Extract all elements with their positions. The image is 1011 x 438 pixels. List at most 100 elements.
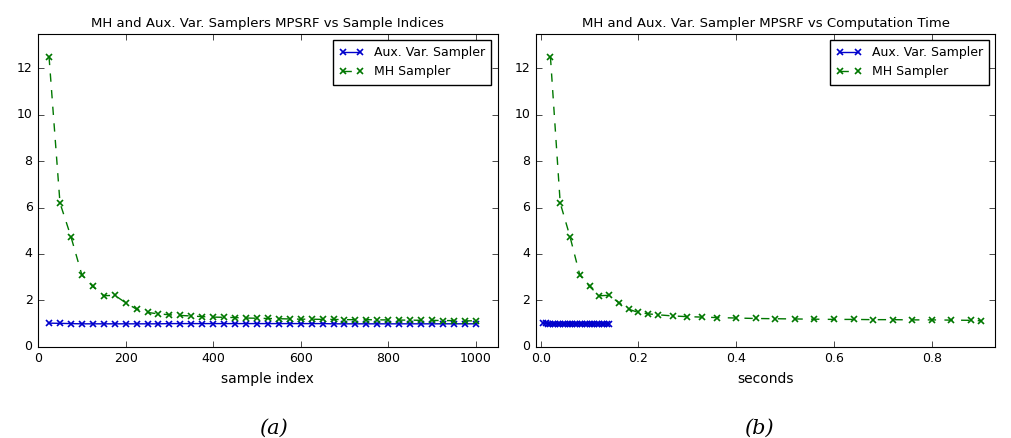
MH Sampler [273, 316, 285, 321]
MH Sampler [710, 315, 722, 320]
MH Sampler [603, 293, 615, 298]
MH Sampler [592, 293, 605, 298]
Aux. Var. Sampler [539, 321, 551, 326]
Aux. Var. Sampler [371, 321, 383, 326]
Aux. Var. Sampler [87, 321, 99, 326]
Aux. Var. Sampler [595, 321, 608, 326]
Aux. Var. Sampler [598, 321, 610, 326]
Aux. Var. Sampler [544, 321, 556, 326]
MH Sampler [119, 300, 131, 305]
MH Sampler [87, 284, 99, 289]
Aux. Var. Sampler [549, 321, 561, 326]
X-axis label: seconds: seconds [737, 372, 793, 386]
Aux. Var. Sampler [551, 321, 563, 326]
Aux. Var. Sampler [546, 321, 558, 326]
Aux. Var. Sampler [403, 321, 416, 326]
Aux. Var. Sampler [392, 321, 404, 326]
X-axis label: sample index: sample index [221, 372, 314, 386]
MH Sampler [108, 293, 120, 298]
Aux. Var. Sampler [437, 321, 449, 326]
Title: MH and Aux. Var. Sampler MPSRF vs Computation Time: MH and Aux. Var. Sampler MPSRF vs Comput… [581, 17, 948, 30]
MH Sampler [76, 272, 88, 278]
MH Sampler [573, 272, 585, 278]
Aux. Var. Sampler [592, 321, 605, 326]
Aux. Var. Sampler [566, 321, 578, 326]
MH Sampler [788, 316, 800, 321]
Aux. Var. Sampler [119, 321, 131, 326]
MH Sampler [217, 315, 229, 320]
Aux. Var. Sampler [558, 321, 570, 326]
MH Sampler [338, 317, 350, 322]
Aux. Var. Sampler [174, 321, 186, 326]
MH Sampler [360, 317, 372, 322]
MH Sampler [866, 317, 879, 322]
Aux. Var. Sampler [603, 321, 615, 326]
MH Sampler [469, 318, 481, 323]
Aux. Var. Sampler [360, 321, 372, 326]
MH Sampler [415, 318, 427, 323]
MH Sampler [98, 293, 110, 298]
Aux. Var. Sampler [338, 321, 350, 326]
MH Sampler [846, 317, 858, 322]
MH Sampler [65, 234, 77, 239]
MH Sampler [944, 318, 956, 323]
MH Sampler [316, 317, 329, 322]
Aux. Var. Sampler [76, 321, 88, 326]
MH Sampler [42, 54, 55, 60]
Aux. Var. Sampler [283, 321, 295, 326]
Aux. Var. Sampler [316, 321, 329, 326]
MH Sampler [251, 316, 263, 321]
Line: MH Sampler: MH Sampler [45, 53, 479, 324]
MH Sampler [448, 318, 460, 323]
MH Sampler [458, 318, 470, 323]
MH Sampler [294, 317, 306, 322]
Aux. Var. Sampler [349, 321, 361, 326]
MH Sampler [768, 316, 780, 321]
Aux. Var. Sampler [580, 321, 592, 326]
MH Sampler [185, 313, 197, 318]
Aux. Var. Sampler [196, 321, 208, 326]
MH Sampler [974, 318, 986, 323]
Aux. Var. Sampler [328, 321, 340, 326]
MH Sampler [228, 315, 241, 320]
MH Sampler [163, 312, 175, 318]
Line: Aux. Var. Sampler: Aux. Var. Sampler [539, 320, 612, 327]
Text: (b): (b) [743, 419, 773, 438]
MH Sampler [827, 317, 839, 322]
MH Sampler [651, 312, 663, 318]
Aux. Var. Sampler [600, 321, 612, 326]
MH Sampler [207, 314, 219, 320]
MH Sampler [403, 318, 416, 323]
MH Sampler [622, 307, 634, 312]
MH Sampler [392, 318, 404, 323]
MH Sampler [196, 314, 208, 319]
MH Sampler [680, 314, 693, 319]
Aux. Var. Sampler [240, 321, 252, 326]
Aux. Var. Sampler [554, 321, 566, 326]
Aux. Var. Sampler [217, 321, 229, 326]
MH Sampler [142, 310, 154, 315]
MH Sampler [583, 284, 595, 289]
Aux. Var. Sampler [54, 321, 66, 326]
MH Sampler [54, 200, 66, 205]
Aux. Var. Sampler [573, 321, 585, 326]
Aux. Var. Sampler [108, 321, 120, 326]
MH Sampler [563, 234, 575, 239]
Aux. Var. Sampler [590, 321, 603, 326]
MH Sampler [963, 318, 976, 323]
MH Sampler [544, 54, 556, 60]
Aux. Var. Sampler [568, 321, 580, 326]
Aux. Var. Sampler [273, 321, 285, 326]
MH Sampler [382, 317, 394, 322]
MH Sampler [371, 317, 383, 322]
Text: (a): (a) [259, 419, 287, 438]
Aux. Var. Sampler [578, 321, 590, 326]
MH Sampler [554, 200, 566, 205]
Aux. Var. Sampler [65, 321, 77, 326]
MH Sampler [632, 310, 644, 315]
MH Sampler [666, 313, 678, 318]
Aux. Var. Sampler [305, 321, 317, 326]
Aux. Var. Sampler [98, 321, 110, 326]
MH Sampler [262, 316, 274, 321]
MH Sampler [328, 317, 340, 322]
